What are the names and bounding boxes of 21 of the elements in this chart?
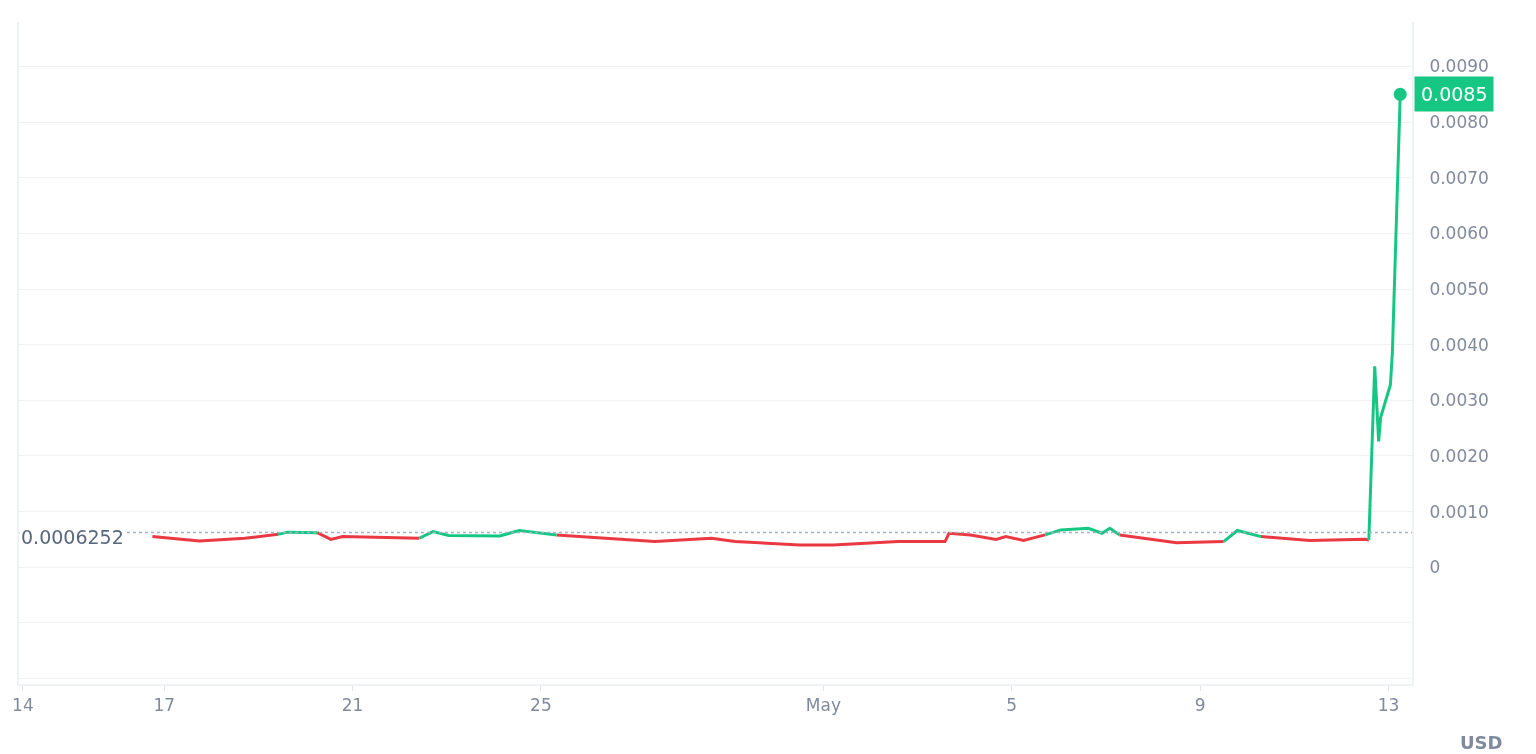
y-tick-label: 0: [1429, 557, 1441, 578]
x-tick-label: 14: [12, 695, 34, 716]
x-tick-label: 25: [530, 695, 552, 716]
x-tick-label: 21: [341, 695, 364, 716]
x-tick-label: 17: [153, 695, 176, 716]
y-tick-label: 0.0070: [1429, 167, 1489, 188]
annotation: 0.0085: [1421, 83, 1488, 105]
y-tick-label: 0.0030: [1429, 390, 1489, 411]
y-tick-label: 0.0050: [1429, 278, 1489, 299]
x-tick-label: 13: [1377, 695, 1400, 716]
y-tick-label: 0.0090: [1429, 56, 1489, 77]
y-tick-label: 0.0010: [1429, 501, 1489, 522]
text: USD: [1460, 732, 1503, 753]
y-tick-label: 0.0020: [1429, 445, 1489, 466]
y-tick-label: 0.0040: [1429, 334, 1489, 355]
x-tick-label: May: [805, 695, 841, 716]
y-tick-label: 0.0060: [1429, 223, 1489, 244]
x-tick-label: 5: [1006, 695, 1018, 716]
ref-line-label: 0.0006252: [21, 526, 124, 548]
x-tick-label: 9: [1194, 695, 1206, 716]
y-tick-label: 0.0080: [1429, 112, 1489, 133]
